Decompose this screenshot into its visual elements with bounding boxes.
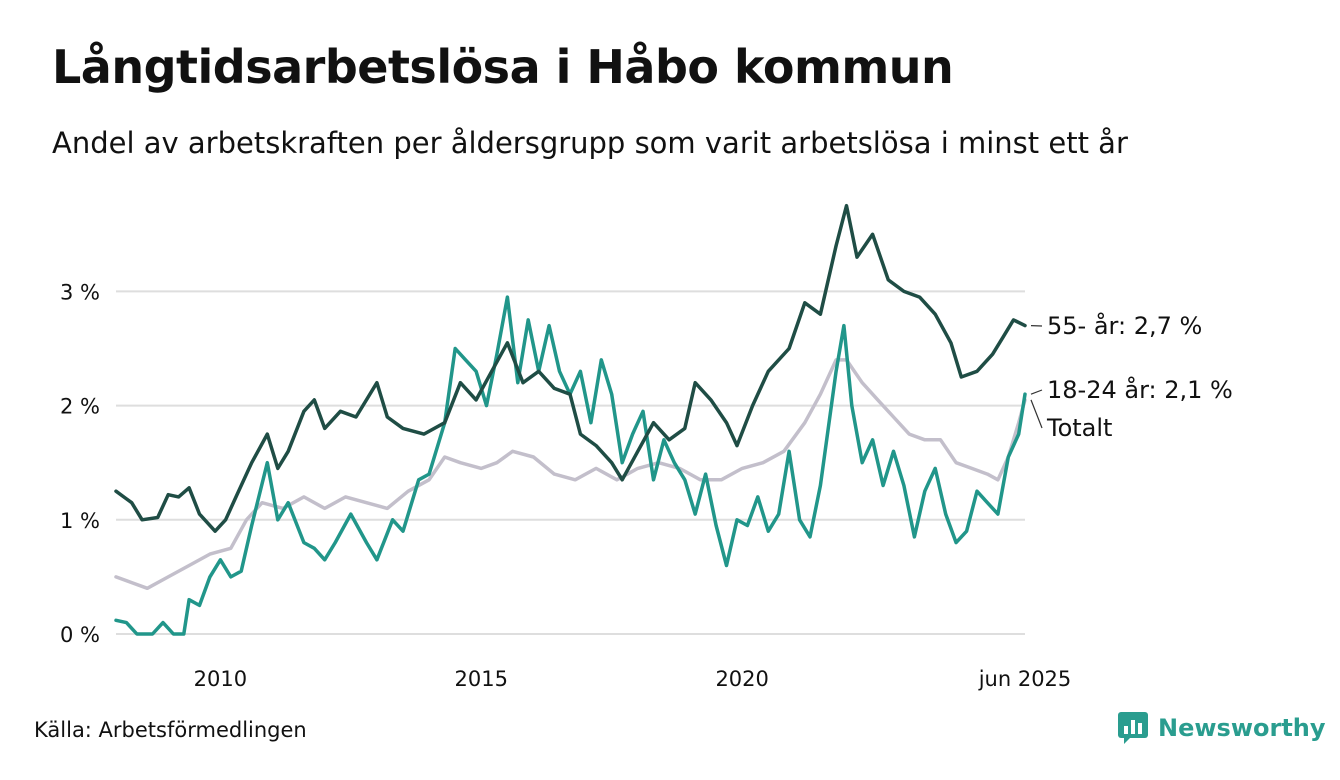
y-tick-label: 0 %: [60, 623, 100, 647]
series-end-labels: 55- år: 2,7 % 18-24 år: 2,1 % Totalt: [1030, 311, 1233, 442]
series-line-total: [114, 358, 1027, 591]
x-tick-label: 2015: [455, 667, 508, 691]
series-lines: [114, 203, 1027, 636]
series-label-s1824: 18-24 år: 2,1 %: [1047, 375, 1233, 404]
source-note: Källa: Arbetsförmedlingen: [34, 718, 307, 742]
newsworthy-logo[interactable]: Newsworthy: [1118, 712, 1326, 744]
label-leader-line: [1030, 399, 1043, 429]
chart-subtitle: Andel av arbetskraften per åldersgrupp s…: [52, 126, 1128, 160]
x-tick-label: 2020: [715, 667, 768, 691]
y-axis-ticks: 0 % 1 % 2 % 3 %: [60, 280, 100, 647]
x-axis-ticks: 2010 2015 2020 jun 2025: [194, 667, 1072, 691]
series-line-s55: [114, 203, 1027, 533]
y-tick-label: 3 %: [60, 280, 100, 304]
y-tick-label: 1 %: [60, 509, 100, 533]
y-tick-label: 2 %: [60, 395, 100, 419]
chart-title: Långtidsarbetslösa i Håbo kommun: [52, 40, 954, 94]
gridlines: [116, 290, 1025, 635]
series-label-total: Totalt: [1046, 414, 1112, 442]
x-tick-label: 2010: [194, 667, 247, 691]
x-tick-label: jun 2025: [978, 667, 1072, 691]
series-line-s1824: [114, 295, 1027, 636]
brand-name: Newsworthy: [1158, 714, 1326, 742]
bar-chart-icon: [1118, 712, 1148, 744]
label-leader-line: [1030, 389, 1043, 395]
series-label-s55: 55- år: 2,7 %: [1047, 311, 1202, 340]
